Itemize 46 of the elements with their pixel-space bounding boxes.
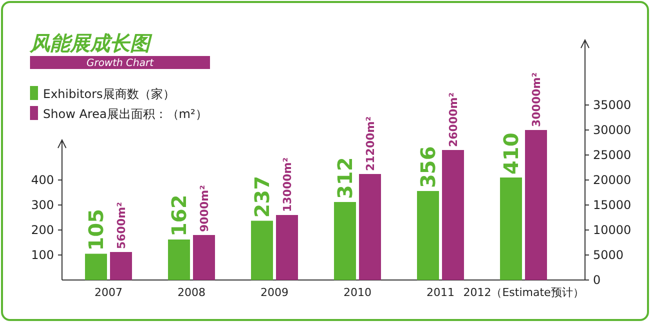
x-tick-label: 2012（Estimate预计） [463, 286, 584, 299]
y2-tick-label: 35000 [593, 98, 632, 112]
bar [525, 130, 547, 280]
bar [110, 252, 132, 280]
bar [334, 202, 356, 280]
data-label: 13000m² [281, 157, 294, 212]
y2-tick-label: 15000 [593, 198, 632, 212]
data-label: 162 [167, 194, 191, 236]
legend-label: Show Area展出面积：（m²） [43, 107, 208, 121]
bar [193, 235, 215, 280]
y-tick-label: 400 [31, 173, 54, 187]
chart-title: 风能展成长图 [29, 31, 153, 55]
bar [359, 174, 381, 280]
chart-subtitle: Growth Chart [86, 58, 155, 69]
data-label: 21200m² [364, 116, 377, 171]
x-tick-label: 2007 [94, 286, 122, 299]
y2-tick-label: 30000 [593, 123, 632, 137]
y2-tick-label: 25000 [593, 148, 632, 162]
data-label: 9000m² [198, 184, 211, 232]
bar [168, 240, 190, 280]
y-tick-label: 100 [31, 248, 54, 262]
y2-tick-label: 5000 [593, 248, 624, 262]
bar [417, 191, 439, 280]
legend-label: Exhibitors展商数（家） [43, 87, 175, 101]
y-tick-label: 200 [31, 223, 54, 237]
data-label: 26000m² [447, 92, 460, 147]
bar [85, 254, 107, 280]
bar [251, 220, 273, 280]
y2-tick-label: 10000 [593, 223, 632, 237]
y2-tick-label: 0 [593, 273, 601, 287]
x-tick-label: 2009 [260, 286, 288, 299]
data-label: 30000m² [530, 72, 543, 127]
data-label: 5600m² [115, 202, 128, 249]
x-tick-label: 2008 [178, 286, 206, 299]
x-tick-label: 2011 [426, 286, 454, 299]
data-label: 237 [250, 176, 274, 218]
y-tick-label: 300 [31, 198, 54, 212]
bar [500, 178, 522, 280]
y2-tick-label: 20000 [593, 173, 632, 187]
data-label: 410 [499, 132, 523, 174]
data-label: 312 [333, 157, 357, 199]
data-label: 356 [416, 146, 440, 188]
bar [442, 150, 464, 280]
data-label: 105 [84, 209, 108, 251]
x-tick-label: 2010 [344, 286, 372, 299]
bar [276, 215, 298, 280]
